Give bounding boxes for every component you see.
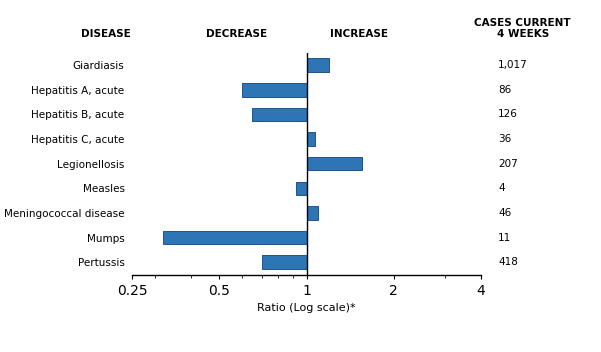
Text: 11: 11 — [498, 233, 511, 243]
Bar — [307, 157, 362, 170]
X-axis label: Ratio (Log scale)*: Ratio (Log scale)* — [257, 303, 356, 313]
Bar — [307, 58, 329, 72]
Text: 86: 86 — [498, 85, 511, 95]
Text: 4: 4 — [498, 183, 505, 193]
Text: 36: 36 — [498, 134, 511, 144]
Text: 46: 46 — [498, 208, 511, 218]
Text: CASES CURRENT
4 WEEKS: CASES CURRENT 4 WEEKS — [474, 18, 571, 39]
Bar — [307, 206, 319, 220]
Bar — [261, 256, 307, 269]
Text: 207: 207 — [498, 159, 518, 169]
Text: DECREASE: DECREASE — [206, 30, 267, 39]
Text: DISEASE: DISEASE — [81, 30, 130, 39]
Text: 126: 126 — [498, 109, 518, 119]
Bar — [296, 182, 307, 195]
Bar — [252, 108, 307, 121]
Bar — [242, 83, 307, 96]
Bar — [307, 132, 315, 146]
Text: 1,017: 1,017 — [498, 60, 528, 70]
Bar — [163, 231, 307, 244]
Text: INCREASE: INCREASE — [330, 30, 388, 39]
Text: 418: 418 — [498, 257, 518, 267]
